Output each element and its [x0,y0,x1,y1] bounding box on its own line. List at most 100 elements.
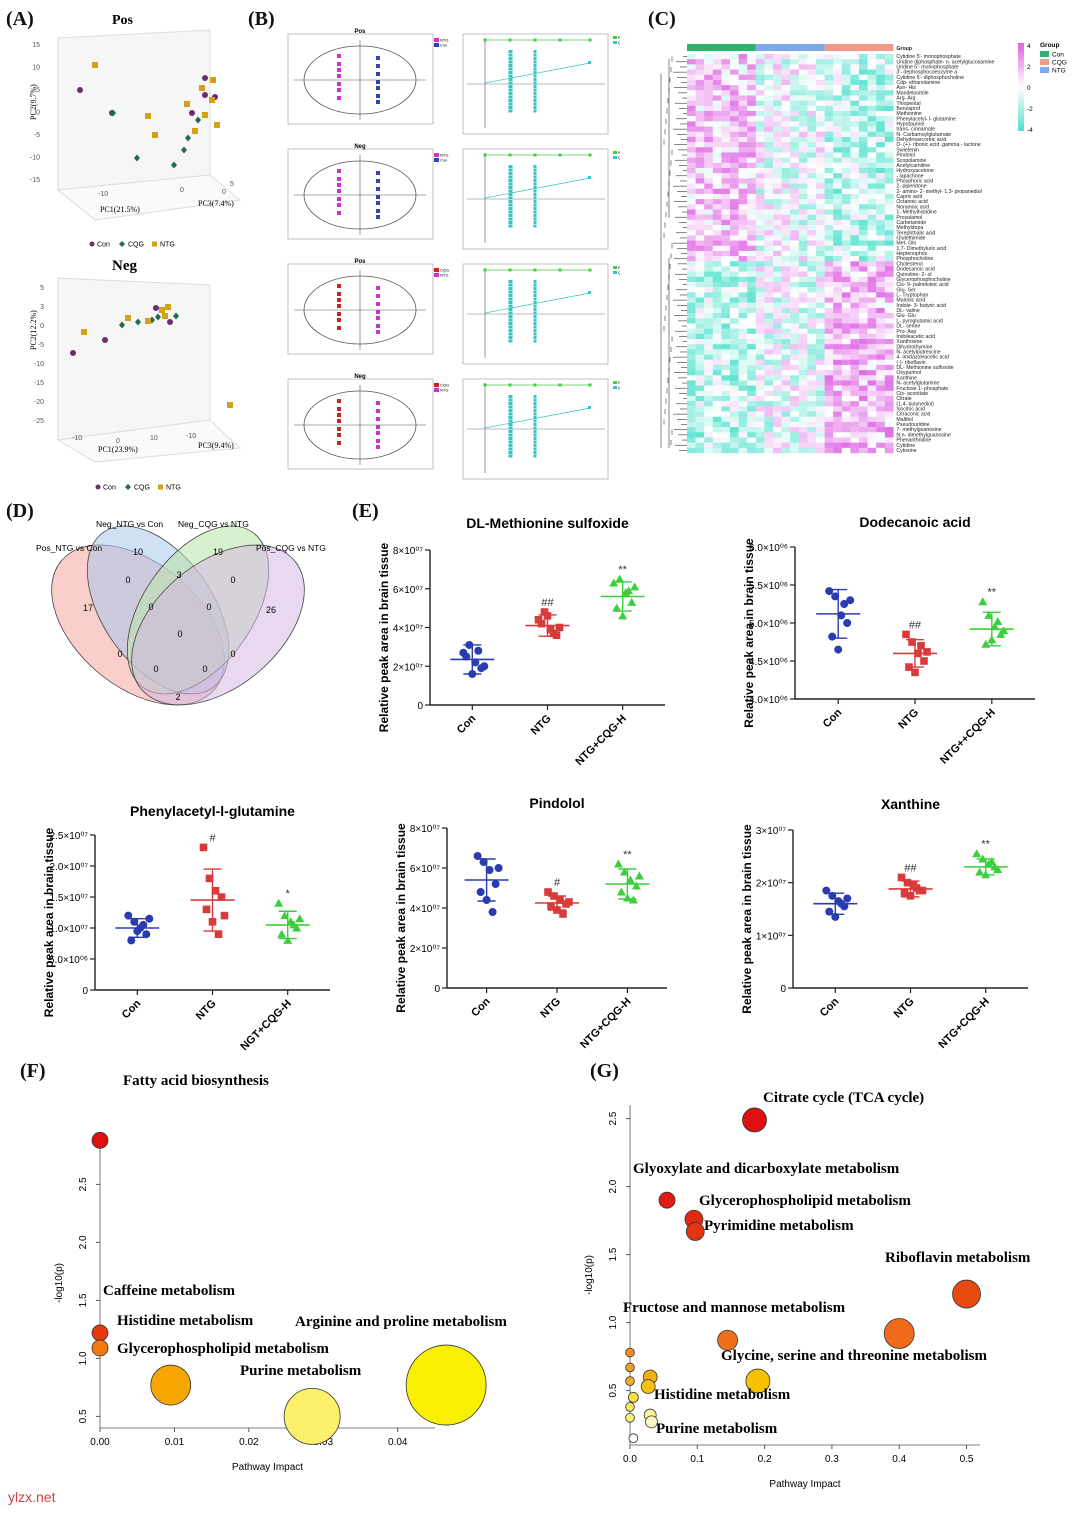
heatmap-cell [687,136,696,143]
pca-point-ntg [152,132,158,138]
venn-set-label: Pos_NTG vs Con [36,543,102,553]
heatmap-cell [695,421,705,428]
heatmap-cell [816,64,825,70]
heatmap-cell [721,95,731,101]
heatmap-cell [816,411,825,417]
heatmap-cell [747,375,756,381]
heatmap-cell [816,323,825,329]
heatmap-cell [841,375,851,381]
heatmap-cell [850,256,860,262]
heatmap-cell [712,276,722,283]
heatmap-cell [807,116,817,122]
heatmap-cell [738,235,748,241]
heatmap-cell [790,266,799,272]
heatmap-cell [841,256,851,262]
heatmap-cell [721,90,731,96]
heatmap-cell [695,173,705,179]
dotplot-significance: ** [623,849,632,861]
heatmap-cell [721,131,731,138]
heatmap-cell [712,250,722,257]
heatmap-cell [695,396,705,402]
heatmap-cell [773,162,782,169]
heatmap-row-label: Glycerophosphocholine [896,277,950,283]
heatmap-cell [850,162,860,169]
heatmap-cell [687,432,696,438]
heatmap-cell [884,162,894,169]
heatmap-cell [807,79,817,86]
heatmap-cell [755,318,765,324]
heatmap-cell [807,168,817,174]
heatmap-cell [833,349,842,355]
heatmap-cell [730,385,739,392]
heatmap-cell [755,85,765,91]
heatmap-cell [755,126,765,132]
heatmap-cell [721,416,731,423]
heatmap-cell [730,271,739,278]
dotplot-title: DL-Methionine sulfoxide [466,515,629,531]
heatmap-cell [687,370,696,376]
heatmap-cell [876,225,885,231]
heatmap-cell [695,276,705,283]
heatmap-cell [824,328,834,335]
dotplot-ylabel: Relative peak area in brain tissue [42,827,56,1017]
heatmap-cell [859,287,868,293]
heatmap-cell [798,421,808,428]
opls-legend: NTG [440,153,448,158]
heatmap-cell [712,188,722,195]
heatmap-cell [695,307,705,314]
heatmap-cell [747,266,756,272]
heatmap-cell [695,411,705,417]
dotplot-point [565,898,573,906]
heatmap-cell [773,297,782,303]
heatmap-cell [721,271,731,278]
heatmap-cell [747,95,756,101]
heatmap-cell [721,411,731,417]
heatmap-cell [781,307,791,314]
bubble-point [91,1324,109,1342]
heatmap-cell [764,199,774,205]
dotplot-point [993,616,1003,625]
dotplot-ytick: 2×10⁰⁷ [756,879,787,890]
heatmap-cell [798,282,808,288]
heatmap-cell [781,416,791,423]
heatmap-cell [738,359,748,366]
heatmap-cell [850,359,860,366]
heatmap-cell [824,79,834,86]
heatmap-cell [884,292,894,298]
heatmap-cell [704,199,713,205]
heatmap-cell [747,147,756,153]
heatmap-cell [687,116,696,122]
heatmap-cell [841,421,851,428]
heatmap-cell [704,54,713,60]
heatmap-cell [833,85,842,91]
heatmap-cell [781,209,791,215]
heatmap-cell [764,178,774,184]
heatmap-cell [747,183,756,189]
heatmap-cell [721,354,731,360]
heatmap-cell [730,142,739,148]
heatmap-cell [755,95,765,101]
heatmap-cell [816,447,825,454]
dotplot-ytick: 4.0×10⁰⁶ [749,695,788,706]
heatmap-cell [841,111,851,117]
heatmap-cell [876,328,885,335]
heatmap-cell [876,297,885,303]
heatmap-cell [884,447,894,454]
heatmap-cell [816,235,825,241]
heatmap-cell [859,416,868,423]
pca-point-ntg [202,112,208,118]
heatmap-cell [859,354,868,360]
heatmap-cell [712,432,722,438]
heatmap-cell [704,313,713,319]
heatmap-cell [841,199,851,205]
heatmap-cell [867,380,877,386]
heatmap-cell [704,147,713,153]
heatmap-cell [807,95,817,101]
heatmap-cell [755,111,765,117]
heatmap-cell [712,142,722,148]
heatmap-cell [730,209,739,215]
heatmap-cell [841,328,851,335]
heatmap-cell [850,183,860,189]
dotplot-point [556,896,564,904]
